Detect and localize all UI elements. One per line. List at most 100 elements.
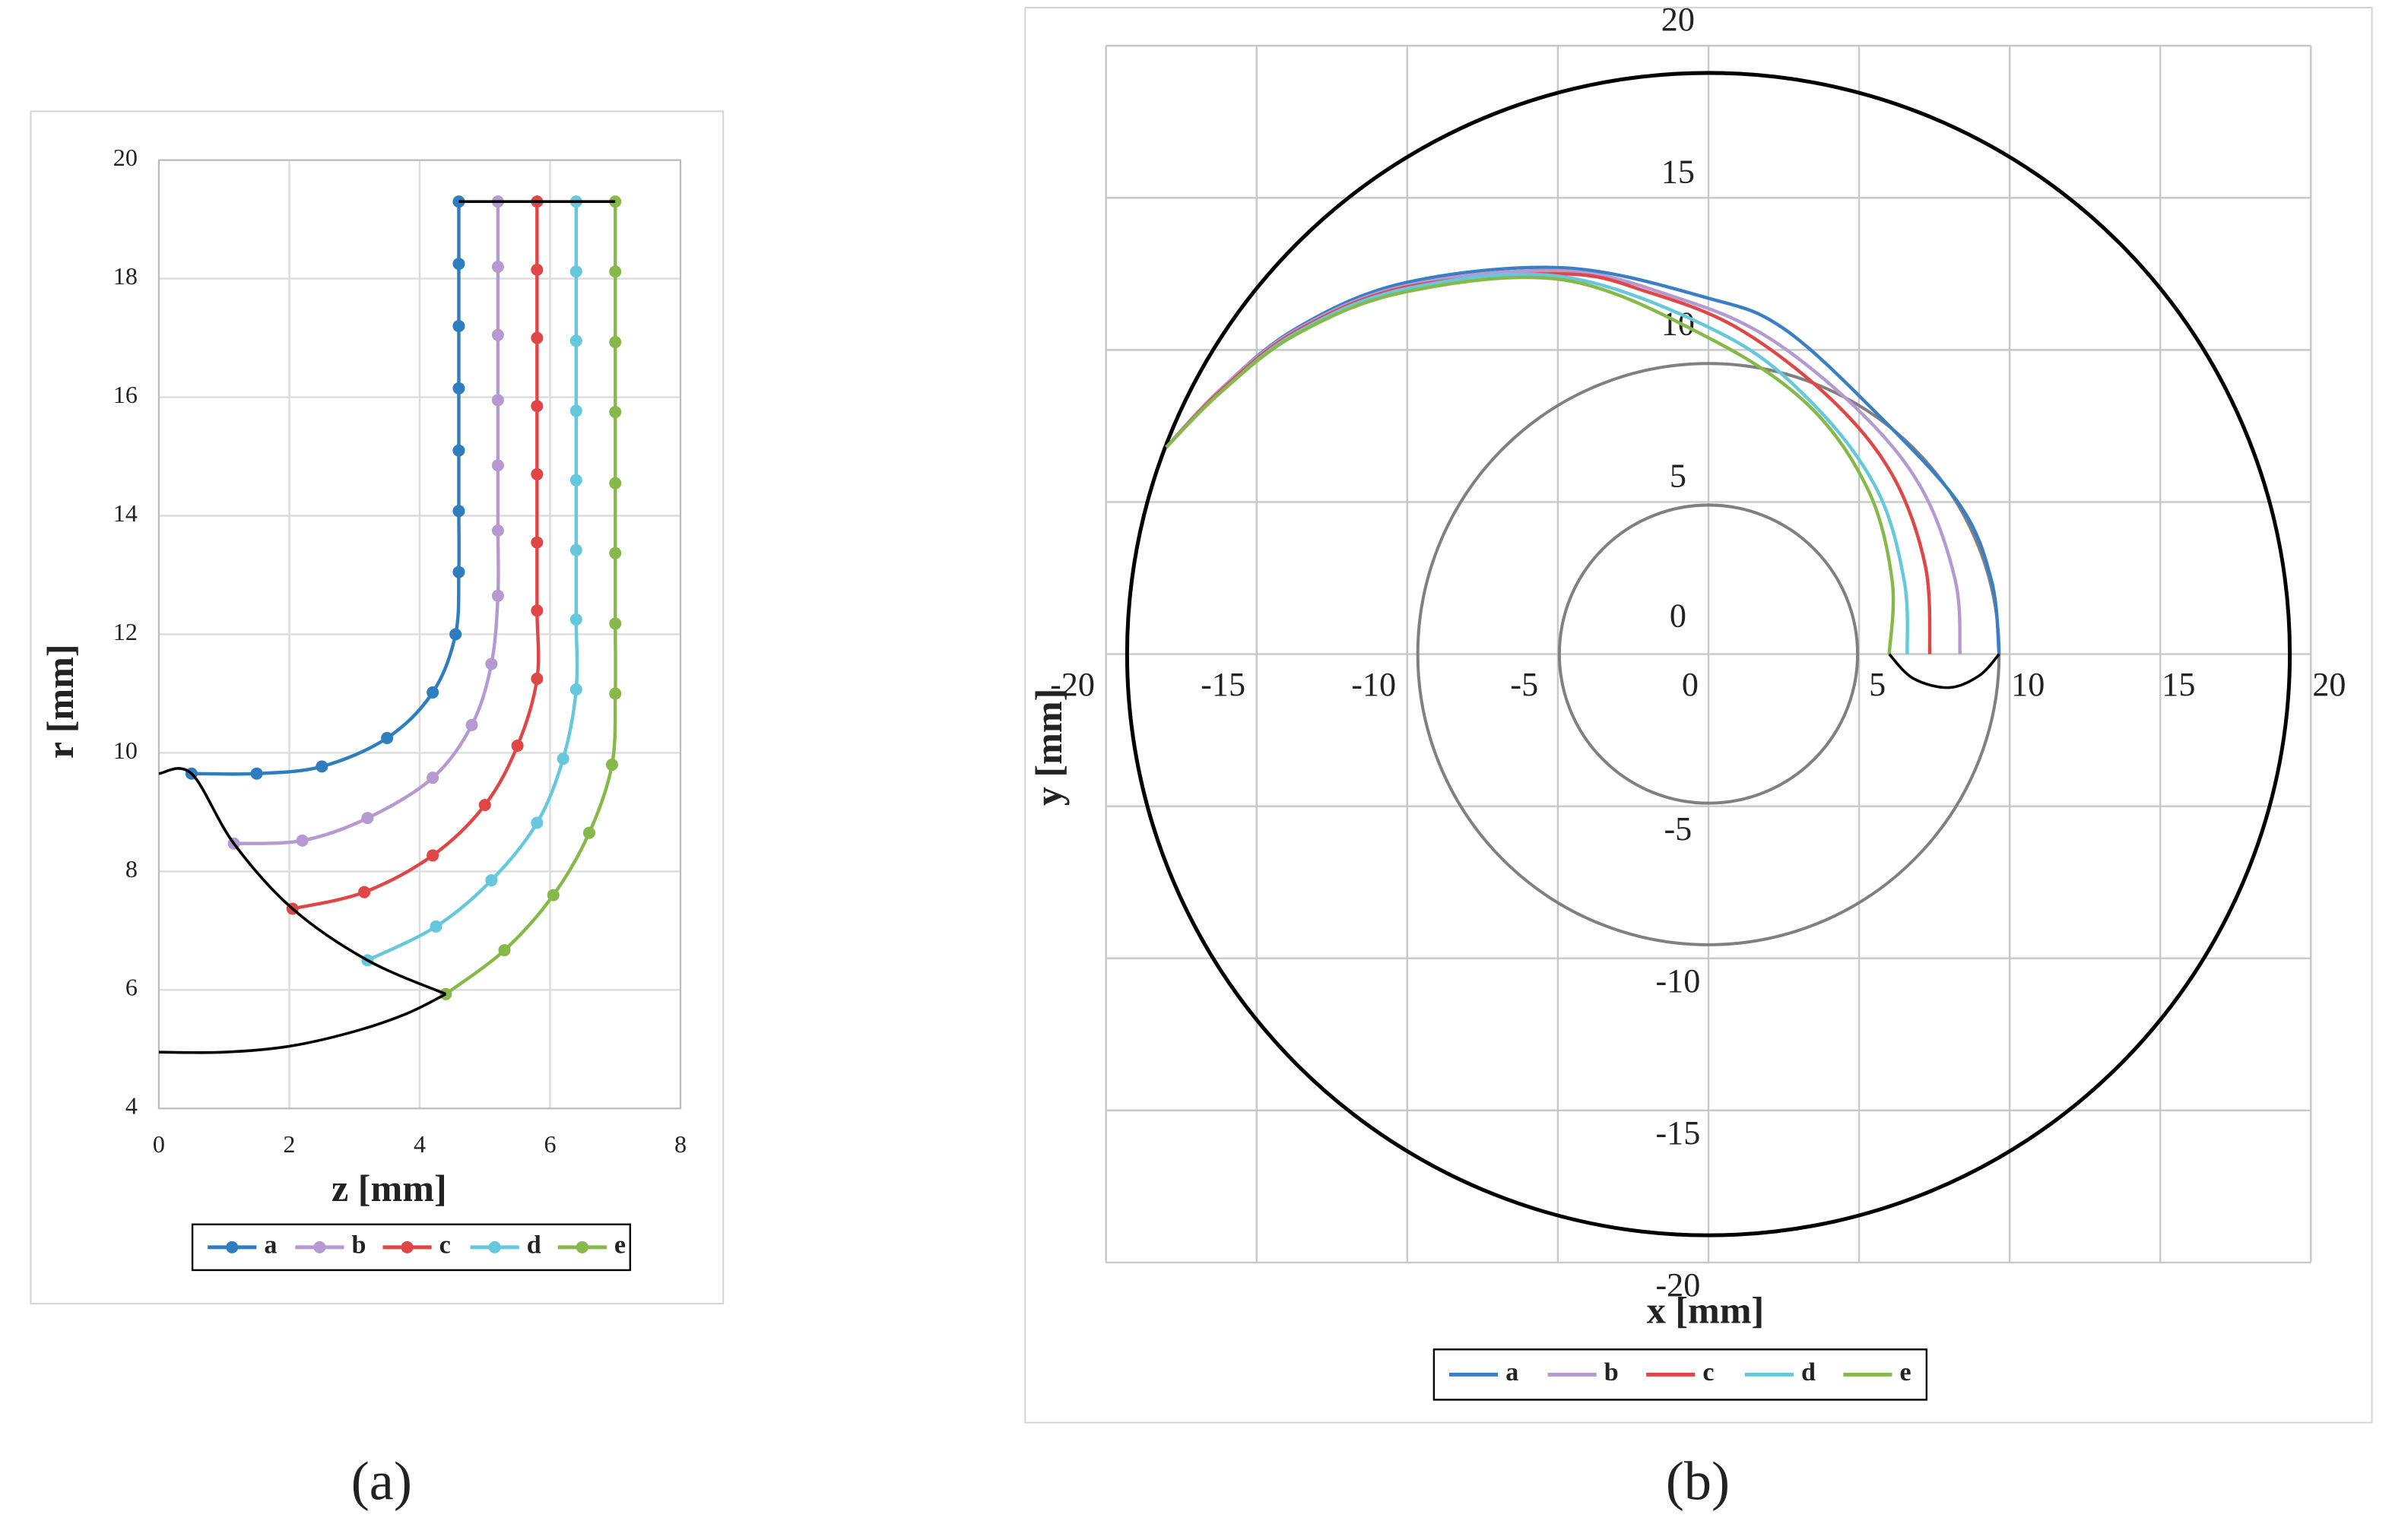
marker [449, 628, 462, 641]
marker [531, 672, 544, 685]
x-tick-label: 8 [674, 1130, 687, 1158]
series-line [158, 767, 446, 996]
marker [452, 258, 465, 271]
marker [531, 400, 544, 413]
circle [1557, 503, 1860, 805]
marker [569, 404, 582, 417]
circle [1125, 71, 2292, 1237]
marker [427, 686, 439, 699]
marker [430, 920, 443, 933]
x-tick-label: 10 [2011, 666, 2045, 703]
marker [569, 543, 582, 556]
marker [427, 849, 439, 862]
y-tick-label: 5 [1670, 457, 1686, 494]
y-tick-label: 14 [113, 499, 138, 527]
marker [609, 336, 622, 349]
legend-label: b [1604, 1358, 1619, 1386]
chart-frame [30, 110, 725, 1305]
marker [569, 474, 582, 486]
legend-marker [488, 1241, 501, 1253]
y-tick-label: -5 [1664, 810, 1692, 848]
legend-label: a [264, 1231, 277, 1260]
marker [478, 799, 491, 812]
marker [491, 589, 504, 602]
x-tick-label: 5 [1869, 666, 1886, 703]
x-tick-label: 0 [1682, 666, 1699, 703]
chart: -20 -15 -10 -5 0 5 10 15 20-20-15-10-505101520x … [1024, 1, 2373, 1511]
y-tick-label: -15 [1655, 1114, 1700, 1152]
marker [452, 566, 465, 578]
legend-label: c [1702, 1358, 1714, 1386]
y-tick-label: 12 [113, 618, 138, 645]
marker [569, 334, 582, 347]
x-tick-label: 2 [283, 1130, 295, 1158]
marker [609, 265, 622, 278]
marker [485, 658, 498, 670]
legend-marker [313, 1241, 326, 1253]
x-tick-label: -10 [1351, 666, 1396, 703]
y-tick-label: 16 [113, 381, 138, 408]
x-tick-label: -15 [1201, 666, 1245, 703]
marker [250, 767, 263, 780]
y-tick-label: 10 [113, 737, 138, 764]
legend-label: e [1900, 1358, 1911, 1386]
legend-label: a [1505, 1358, 1518, 1386]
marker [485, 874, 498, 887]
x-tick-label: -5 [1510, 666, 1538, 703]
marker [358, 886, 371, 898]
x-axis-title: z [mm] [332, 1167, 447, 1209]
y-axis-title: r [mm] [39, 644, 81, 759]
marker [491, 394, 504, 407]
series-line [1165, 275, 1896, 654]
marker [582, 826, 595, 839]
marker [316, 760, 328, 773]
marker [427, 772, 439, 784]
y-tick-label: -10 [1655, 962, 1700, 1000]
marker [609, 195, 622, 208]
marker [605, 759, 618, 772]
marker [609, 617, 622, 630]
legend: a b c d e [191, 1223, 631, 1272]
marker [609, 406, 622, 419]
marker [361, 812, 374, 825]
y-axis-title: y [mm] [1027, 689, 1070, 806]
chart: 0 2 4 6 8 4 6 8 10 12 14 16 18 20 z [mm] r [mm] a b c d e (a) [30, 110, 725, 1511]
marker [452, 444, 465, 457]
caption: (a) [351, 1450, 412, 1511]
legend-label: b [352, 1231, 366, 1260]
plot-border [157, 159, 681, 1110]
x-tick-label: 0 [153, 1130, 165, 1158]
y-tick-label: 8 [125, 855, 138, 882]
marker [531, 536, 544, 549]
marker [491, 260, 504, 274]
legend-marker [226, 1241, 239, 1253]
y-tick-label: -20 [1655, 1266, 1700, 1304]
marker [498, 944, 511, 957]
y-tick-label: 0 [1670, 597, 1686, 635]
series-line [158, 993, 447, 1054]
marker [531, 331, 544, 344]
x-axis-title: x [mm] [1647, 1289, 1765, 1332]
marker [531, 467, 544, 480]
marker [557, 753, 569, 765]
x-tick-label: -20 [1050, 666, 1095, 703]
marker [531, 263, 544, 276]
legend-label: e [614, 1231, 626, 1260]
marker [381, 731, 394, 744]
y-tick-label: 20 [1661, 1, 1695, 38]
marker [491, 459, 504, 472]
x-tick-label: 6 [544, 1130, 556, 1158]
y-tick-label: 6 [125, 974, 138, 1001]
legend: a b c d e [1432, 1348, 1928, 1401]
marker [547, 889, 560, 902]
x-tick-label: 4 [414, 1130, 426, 1158]
marker [609, 687, 622, 700]
legend-label: d [527, 1231, 541, 1260]
marker [569, 613, 582, 626]
y-tick-label: 20 [113, 144, 138, 171]
marker [296, 834, 309, 847]
caption: (b) [1666, 1450, 1730, 1511]
marker [452, 382, 465, 395]
marker [491, 328, 504, 341]
